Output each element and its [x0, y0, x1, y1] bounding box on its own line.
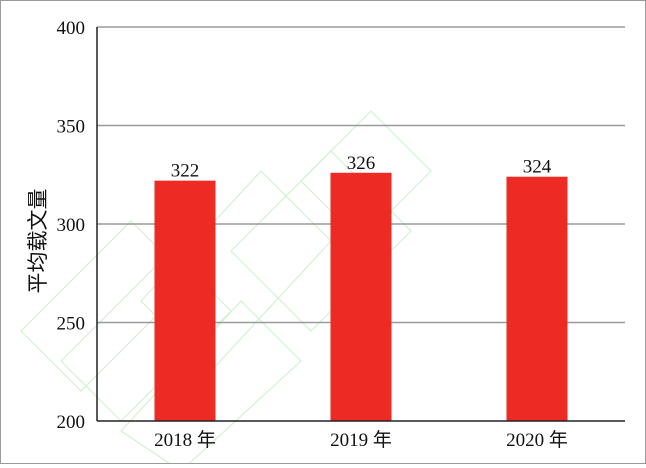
y-tick-labels: 200 250 300 350 400	[57, 18, 86, 433]
bar	[330, 172, 392, 421]
y-tick-label: 350	[57, 117, 86, 138]
bar	[154, 180, 216, 421]
x-tick-label: 2019 年	[330, 429, 392, 451]
bar	[506, 176, 568, 421]
y-tick-label: 300	[57, 215, 86, 236]
x-tick-label: 2020 年	[506, 429, 568, 451]
x-tick-labels: 2018 年 2019 年 2020 年	[154, 429, 568, 451]
y-axis-label: 平均载文量	[26, 189, 50, 294]
y-tick-label: 250	[57, 314, 86, 335]
axes	[96, 27, 625, 422]
bars	[154, 172, 568, 421]
data-label: 322	[171, 161, 200, 182]
data-label: 326	[347, 153, 376, 174]
x-tick-label: 2018 年	[154, 429, 216, 451]
data-label: 324	[523, 157, 552, 178]
y-tick-label: 400	[57, 18, 86, 39]
y-tick-label: 200	[57, 412, 86, 433]
data-labels: 322 326 324	[171, 153, 552, 182]
